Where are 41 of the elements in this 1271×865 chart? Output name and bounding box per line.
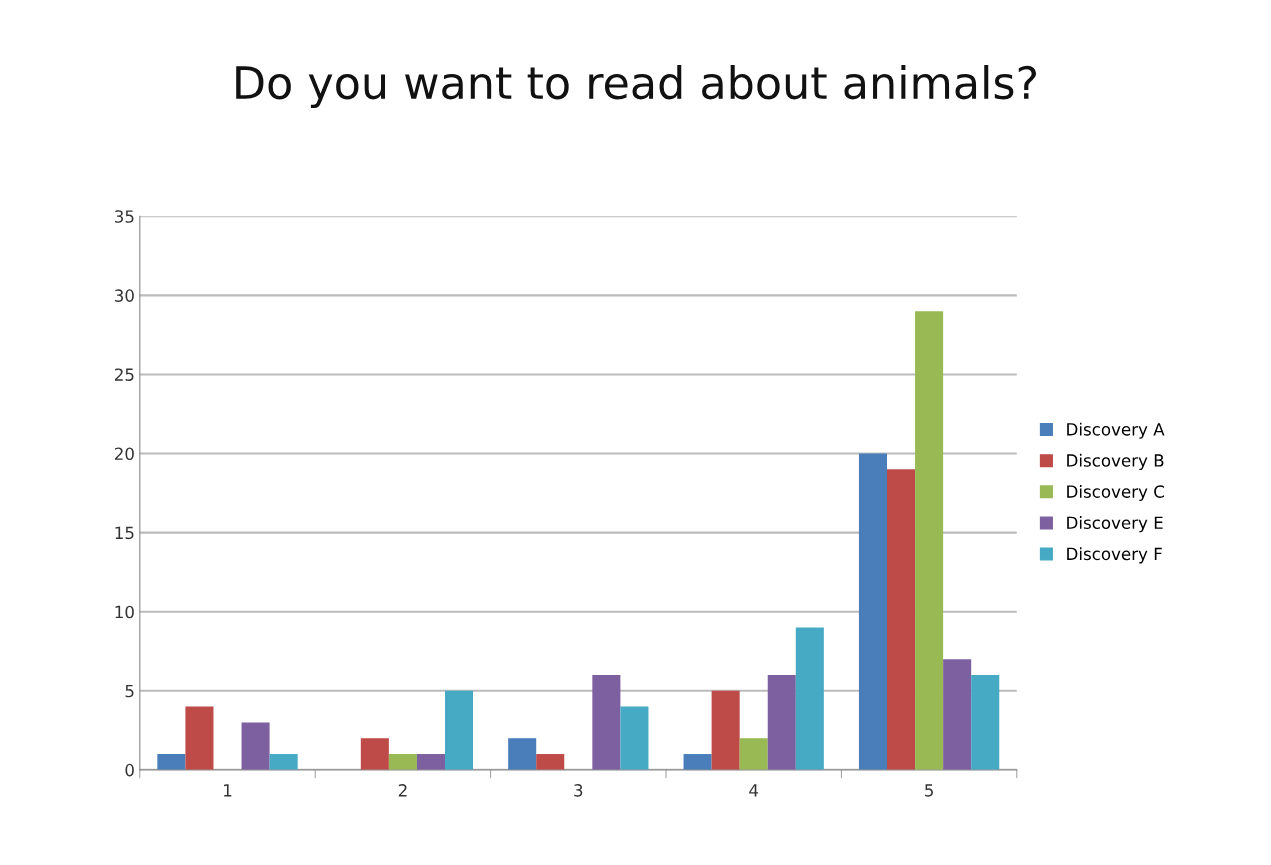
bar xyxy=(887,469,916,770)
bar xyxy=(767,674,796,770)
legend-label: Discovery B xyxy=(1067,453,1164,470)
x-tick-label: 1 xyxy=(224,784,232,797)
bar xyxy=(795,627,824,770)
y-tick-label: 35 xyxy=(115,210,134,223)
y-tick-label: 5 xyxy=(125,684,134,698)
bar xyxy=(858,453,888,770)
bar xyxy=(445,690,474,770)
bar xyxy=(711,690,740,770)
y-tick-label: 15 xyxy=(115,526,134,540)
bar xyxy=(360,738,389,770)
x-tick-label: 4 xyxy=(749,784,759,797)
y-tick-label: 20 xyxy=(114,447,134,461)
bar xyxy=(739,738,768,770)
bar xyxy=(185,706,214,770)
bar xyxy=(388,754,417,770)
chart-title: Do you want to read about animals? xyxy=(236,64,1037,109)
bar xyxy=(683,754,712,770)
bar xyxy=(157,754,186,770)
legend-label: Discovery C xyxy=(1067,484,1164,502)
bar xyxy=(971,674,1000,770)
y-tick-label: 30 xyxy=(115,289,134,302)
bar xyxy=(508,738,537,770)
legend-label: Discovery A xyxy=(1067,422,1165,439)
bar xyxy=(915,311,944,770)
bar xyxy=(269,754,298,770)
bar xyxy=(536,754,565,770)
y-tick-label: 10 xyxy=(115,605,134,619)
x-tick-label: 3 xyxy=(574,784,583,797)
bar xyxy=(241,722,270,770)
bar xyxy=(620,706,649,770)
bar xyxy=(943,659,972,770)
legend-label: Discovery F xyxy=(1067,547,1162,564)
bar xyxy=(592,674,621,770)
x-tick-label: 2 xyxy=(398,784,407,797)
x-tick-label: 5 xyxy=(925,784,933,797)
y-tick-label: 0 xyxy=(125,763,134,777)
legend-label: Discovery E xyxy=(1067,516,1163,533)
y-tick-label: 25 xyxy=(114,368,134,381)
bar xyxy=(416,754,445,770)
